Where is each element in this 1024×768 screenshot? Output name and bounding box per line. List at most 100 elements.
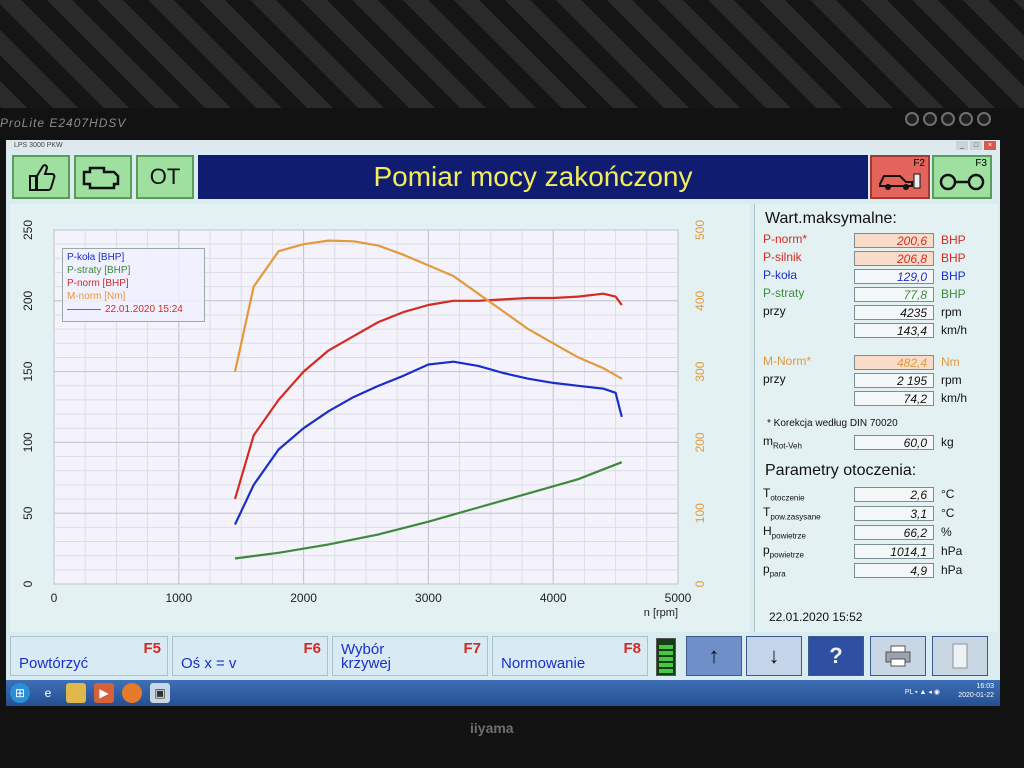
clock[interactable]: 16:03 2020-01-22	[958, 682, 994, 700]
maximize-button[interactable]: □	[970, 141, 982, 150]
roller-icon	[939, 173, 985, 191]
door-exit-icon	[952, 643, 968, 669]
exit-button[interactable]	[932, 636, 988, 676]
mrot-label-main: m	[763, 434, 773, 448]
y-left-tick-label: 0	[21, 580, 35, 587]
max-row-label: przy	[763, 304, 786, 318]
windows-logo-icon: ⊞	[14, 686, 26, 700]
firefox-icon[interactable]	[122, 683, 142, 703]
level-segment	[659, 663, 673, 667]
env-row-unit: %	[941, 525, 952, 539]
ot-button[interactable]: OT	[136, 155, 194, 199]
level-segment	[659, 657, 673, 661]
env-row-label-sub: pow.zasysane	[770, 512, 821, 522]
monitor-button[interactable]	[923, 112, 937, 126]
y-left-tick-label: 200	[21, 290, 35, 310]
mrot-label: mRot-Veh	[763, 434, 802, 450]
x-tick-label: 5000	[665, 591, 692, 605]
monitor-button[interactable]	[905, 112, 919, 126]
clock-date: 2020-01-22	[958, 692, 994, 699]
din-correction-note: * Korekcja według DIN 70020	[767, 418, 898, 429]
arrow-up-icon: ↑	[708, 643, 720, 668]
max-row-label: przy	[763, 372, 786, 386]
monitor-brand-logo: iiyama	[470, 720, 514, 736]
env-row-label: Tpow.zasysane	[763, 505, 821, 521]
scroll-up-button[interactable]: ↑	[686, 636, 742, 676]
env-row-unit: hPa	[941, 544, 963, 558]
minimize-button[interactable]: _	[956, 141, 968, 150]
status-banner-text: Pomiar mocy zakończony	[373, 161, 693, 192]
legend-entries: P-koła [BHP] P-straty [BHP] P-norm [BHP] M-…	[67, 251, 200, 303]
close-button[interactable]: ×	[984, 141, 996, 150]
print-button[interactable]	[870, 636, 926, 676]
media-player-icon[interactable]: ▶	[94, 683, 114, 703]
y-right-tick-label: 500	[693, 220, 707, 240]
y-left-tick-label: 150	[21, 361, 35, 381]
normalize-label: Normowanie	[501, 655, 586, 672]
f5-key-label: F5	[143, 640, 161, 657]
screen: LPS 3000 PKW _ □ × OT Pomiar mocy zakońc…	[6, 140, 1000, 706]
approve-button[interactable]	[12, 155, 70, 199]
y-right-tick-label: 100	[693, 503, 707, 523]
y-right-tick-label: 400	[693, 290, 707, 310]
legend-entry: P-norm [BHP]	[67, 278, 129, 289]
max-row-value: 4235	[854, 305, 934, 320]
select-curve-label-line1: Wybór	[341, 641, 385, 658]
y-right-tick-label: 200	[693, 432, 707, 452]
max-values-title: Wart.maksymalne:	[765, 210, 897, 227]
x-axis-speed-button[interactable]: F6 Oś x = v	[172, 636, 328, 676]
max-row-label: P-silnik	[763, 250, 802, 264]
repeat-button[interactable]: F5 Powtórzyć	[10, 636, 168, 676]
select-curve-label-line2: krzywej	[341, 655, 392, 672]
f2-button[interactable]: F2	[870, 155, 930, 199]
printer-icon	[885, 645, 911, 667]
file-explorer-icon[interactable]	[66, 683, 86, 703]
internet-explorer-icon[interactable]: e	[44, 686, 52, 700]
max-row-unit: Nm	[941, 355, 960, 369]
dyno-app-taskbar-icon[interactable]: ▣	[150, 683, 170, 703]
env-row-unit: °C	[941, 506, 955, 520]
mrot-value: 60,0	[854, 435, 934, 450]
max-row-label: M-Norm*	[763, 354, 811, 368]
max-row-value: 143,4	[854, 323, 934, 338]
max-row-unit: rpm	[941, 305, 962, 319]
mrot-unit: kg	[941, 435, 954, 449]
engine-button[interactable]	[74, 155, 132, 199]
help-button[interactable]: ?	[808, 636, 864, 676]
level-segment	[659, 669, 673, 673]
monitor-button[interactable]	[941, 112, 955, 126]
max-row-value: 482,4	[854, 355, 934, 370]
select-curve-button[interactable]: F7 Wybór krzywej	[332, 636, 488, 676]
x-axis-label: n [rpm]	[644, 607, 678, 619]
scroll-down-button[interactable]: ↓	[746, 636, 802, 676]
env-row-value: 2,6	[854, 487, 934, 502]
max-row-value: 77,8	[854, 287, 934, 302]
f6-key-label: F6	[303, 640, 321, 657]
max-row-label: P-koła	[763, 268, 798, 282]
max-row-value: 2 195	[854, 373, 934, 388]
mrot-label-sub: Rot-Veh	[773, 441, 802, 451]
f3-key-label: F3	[975, 158, 987, 169]
x-axis-speed-label: Oś x = v	[181, 655, 237, 672]
max-row-unit: km/h	[941, 391, 968, 405]
env-row-value: 1014,1	[854, 544, 934, 559]
language-indicator[interactable]: PL	[904, 689, 914, 696]
x-tick-label: 1000	[165, 591, 192, 605]
series-line-4	[233, 239, 623, 380]
x-tick-label: 3000	[415, 591, 442, 605]
car-on-dyno-icon	[879, 173, 921, 190]
thumbs-up-icon	[29, 164, 56, 191]
monitor-button[interactable]	[959, 112, 973, 126]
measurement-timestamp: 22.01.2020 15:52	[769, 610, 863, 624]
normalize-button[interactable]: F8 Normowanie	[492, 636, 648, 676]
max-row-label: P-straty	[763, 286, 805, 300]
legend-entry: M-norm [Nm]	[67, 291, 126, 302]
monitor-buttons	[905, 112, 991, 126]
legend-entry: P-koła [BHP]	[67, 252, 125, 263]
monitor-power-button[interactable]	[977, 112, 991, 126]
env-row-label: Hpowietrze	[763, 524, 806, 540]
windows-taskbar: ⊞ e ▶ ▣ PL ▪ ▲ ◂ ◉ 16:03 2020-01-22	[6, 680, 1000, 706]
clock-time: 16:03	[976, 683, 994, 690]
f3-button[interactable]: F3	[932, 155, 992, 199]
start-button[interactable]: ⊞	[10, 683, 30, 703]
